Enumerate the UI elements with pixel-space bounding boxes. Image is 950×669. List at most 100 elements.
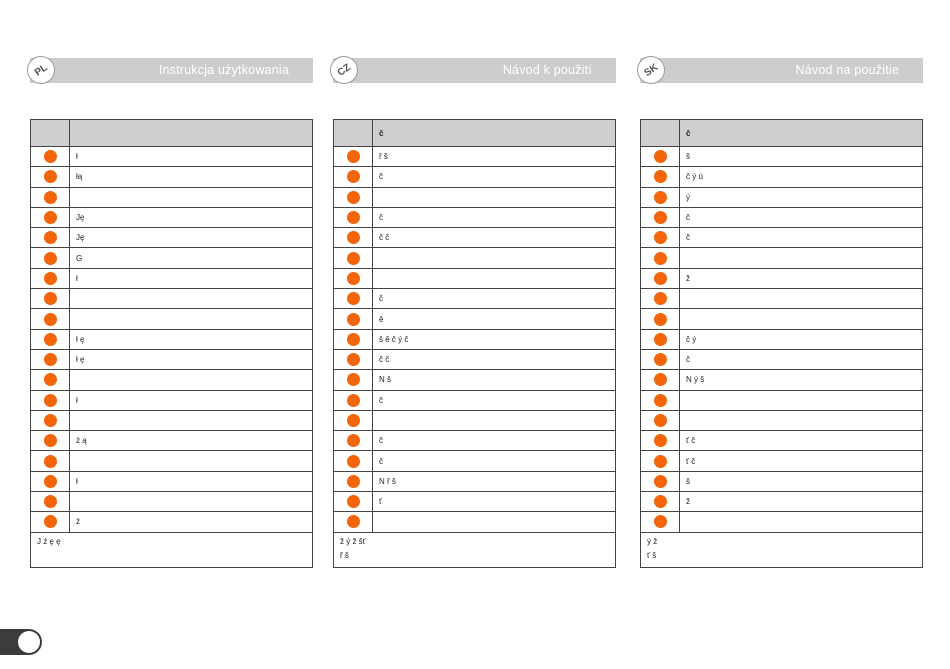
row-label: [679, 288, 923, 310]
row-label: [372, 267, 616, 290]
orange-dot-icon: [653, 474, 667, 488]
row-marker: [333, 470, 373, 493]
row-label: [679, 389, 923, 411]
note-row: ž ý ž šť ř š: [333, 531, 616, 568]
language-badge: PL: [21, 50, 61, 90]
orange-dot-icon: [43, 515, 57, 529]
row-marker: [333, 348, 373, 371]
row-marker: [30, 166, 70, 188]
orange-dot-icon: [653, 414, 667, 427]
row-marker: [640, 267, 680, 290]
row-marker: [30, 247, 70, 269]
table-header-label: [69, 119, 313, 147]
row-marker: [30, 389, 70, 411]
row-marker: [30, 288, 70, 310]
table-header-number: [30, 119, 70, 147]
row-marker: [30, 348, 70, 371]
row-label: [372, 409, 616, 432]
row-marker: [640, 145, 680, 168]
row-label: č ý ú: [679, 166, 923, 188]
row-label: ř š: [372, 145, 616, 168]
row-label: [679, 511, 923, 533]
row-label: č: [372, 288, 616, 310]
row-marker: [640, 389, 680, 411]
page-tab-marker: [0, 629, 42, 655]
orange-dot-icon: [43, 393, 57, 407]
orange-dot-icon: [43, 312, 57, 326]
row-marker: [30, 267, 70, 290]
orange-dot-icon: [43, 353, 57, 367]
row-label: ž: [679, 267, 923, 290]
orange-dot-icon: [346, 150, 360, 164]
orange-dot-icon: [653, 353, 667, 367]
table-row: [333, 267, 616, 290]
orange-dot-icon: [653, 251, 667, 265]
row-label: š: [679, 145, 923, 168]
row-marker: [30, 369, 70, 391]
table-row: Ję: [30, 206, 313, 229]
orange-dot-icon: [43, 292, 57, 306]
row-marker: [640, 308, 680, 330]
row-marker: [640, 348, 680, 371]
table-row: č č: [333, 348, 616, 371]
orange-dot-icon: [43, 271, 57, 285]
orange-dot-icon: [346, 332, 360, 346]
table-row: [30, 288, 313, 310]
row-marker: [333, 430, 373, 452]
row-label: [69, 409, 313, 432]
table-row: č: [640, 348, 923, 371]
row-marker: [30, 308, 70, 330]
row-label: łą: [69, 166, 313, 188]
row-marker: [333, 206, 373, 229]
row-label: č: [679, 206, 923, 229]
orange-dot-icon: [43, 170, 57, 184]
row-label: č č: [372, 348, 616, 371]
orange-dot-icon: [43, 231, 57, 245]
table-row: [640, 308, 923, 330]
table-row: ý: [640, 186, 923, 208]
row-marker: [640, 450, 680, 472]
row-label: N š: [372, 369, 616, 391]
orange-dot-icon: [43, 454, 57, 468]
row-marker: [640, 430, 680, 452]
row-marker: [30, 450, 70, 472]
row-marker: [333, 227, 373, 249]
table-row: N ř š: [333, 470, 616, 493]
table-row: [333, 409, 616, 432]
row-marker: [640, 491, 680, 513]
section-title: Návod na použitie: [795, 63, 899, 77]
table-row: č: [333, 206, 616, 229]
section-title: Návod k použití: [502, 63, 592, 77]
table-row: [640, 389, 923, 411]
table-header-number: [640, 119, 680, 147]
row-label: [372, 186, 616, 208]
row-label: [372, 511, 616, 533]
table-row: š: [640, 470, 923, 493]
row-label: [69, 308, 313, 330]
row-marker: [333, 409, 373, 432]
orange-dot-icon: [43, 495, 57, 509]
row-label: [69, 450, 313, 472]
language-badge: CZ: [324, 50, 364, 90]
row-marker: [333, 491, 373, 513]
table-row: ť č: [640, 450, 923, 472]
table-note: J ź ę ę: [30, 531, 313, 568]
table-row: č: [640, 206, 923, 229]
row-label: ł: [69, 470, 313, 493]
orange-dot-icon: [43, 332, 57, 346]
row-marker: [640, 288, 680, 310]
row-label: Ję: [69, 206, 313, 229]
orange-dot-icon: [43, 414, 57, 427]
orange-dot-icon: [346, 353, 360, 367]
row-label: ł: [69, 145, 313, 168]
table-row: [333, 186, 616, 208]
table-row: N ý š: [640, 369, 923, 391]
table-row: ł: [30, 389, 313, 411]
orange-dot-icon: [653, 515, 667, 529]
table-row: G: [30, 247, 313, 269]
table-row: [30, 409, 313, 432]
note-line: ž ý ž šť: [340, 536, 366, 546]
row-marker: [640, 166, 680, 188]
row-label: č: [372, 450, 616, 472]
